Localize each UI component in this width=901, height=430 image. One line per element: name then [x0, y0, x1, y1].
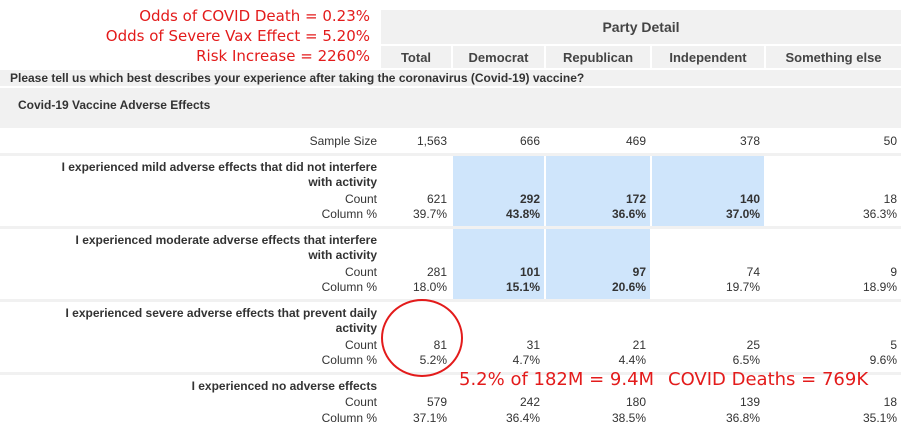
highlight-cell — [453, 156, 544, 226]
annotation-risk-increase: Risk Increase = 2260% — [196, 47, 370, 65]
row-none-pct-republican: 38.5% — [611, 411, 646, 425]
row-mild-pct-independent: 37.0% — [725, 207, 760, 221]
row-severe-count-label: Count — [344, 338, 377, 352]
row-severe-count-democrat: 31 — [526, 338, 540, 352]
row-none-pct-total: 37.1% — [412, 411, 447, 425]
sample-size-republican: 469 — [625, 134, 646, 148]
sample-size-independent: 378 — [739, 134, 760, 148]
row-mild-pct-something-else: 36.3% — [862, 207, 897, 221]
sample-size-total: 1,563 — [416, 134, 447, 148]
row-moderate-pct-something-else: 18.9% — [862, 280, 897, 294]
row-none-pct-label: Column % — [321, 411, 377, 425]
row-moderate-count-independent: 74 — [746, 265, 760, 279]
row-moderate-count-democrat: 101 — [519, 265, 540, 279]
question-text: Please tell us which best describes your… — [0, 70, 901, 86]
col-header-total: Total — [381, 46, 451, 68]
row-mild-pct-democrat: 43.8% — [505, 207, 540, 221]
sample-size-label: Sample Size — [309, 134, 377, 148]
annotation-odds-death: Odds of COVID Death = 0.23% — [139, 7, 370, 25]
highlight-cell — [453, 229, 544, 299]
row-severe-label-line1: I experienced severe adverse effects tha… — [65, 306, 378, 320]
row-moderate-pct-total: 18.0% — [412, 280, 447, 294]
row-severe-count-something-else: 5 — [890, 338, 897, 352]
row-mild-label-line2: with activity — [308, 175, 377, 189]
row-divider — [0, 372, 901, 375]
row-moderate-pct-democrat: 15.1% — [505, 280, 540, 294]
row-mild-pct-label: Column % — [321, 207, 377, 221]
row-none-pct-democrat: 36.4% — [505, 411, 540, 425]
row-severe-count-republican: 21 — [632, 338, 646, 352]
row-mild-pct-republican: 36.6% — [611, 207, 646, 221]
row-severe-pct-democrat: 4.7% — [512, 353, 540, 367]
row-severe-pct-republican: 4.4% — [618, 353, 646, 367]
row-mild-count-independent: 140 — [739, 192, 760, 206]
party-detail-header: Party Detail — [381, 10, 901, 44]
row-moderate-pct-republican: 20.6% — [611, 280, 646, 294]
row-moderate-count-total: 281 — [426, 265, 447, 279]
sample-size-something-else: 50 — [883, 134, 897, 148]
row-moderate-label: I experienced moderate adverse effects t… — [0, 233, 381, 263]
row-moderate-label-line2: with activity — [308, 248, 377, 262]
row-mild-count-label: Count — [344, 192, 377, 206]
annotation-odds-severe: Odds of Severe Vax Effect = 5.20% — [105, 27, 370, 45]
row-none-count-total: 579 — [426, 395, 447, 409]
row-severe-count-independent: 25 — [746, 338, 760, 352]
highlight-cell — [652, 156, 764, 226]
row-severe-pct-something-else: 9.6% — [869, 353, 897, 367]
col-header-independent: Independent — [652, 46, 764, 68]
row-severe-pct-label: Column % — [321, 353, 377, 367]
col-header-republican: Republican — [546, 46, 650, 68]
section-title: Covid-19 Vaccine Adverse Effects — [0, 88, 901, 128]
row-mild-count-republican: 172 — [625, 192, 646, 206]
row-severe-label: I experienced severe adverse effects tha… — [0, 306, 381, 336]
row-none-count-democrat: 242 — [519, 395, 540, 409]
col-header-something-else: Something else — [766, 46, 901, 68]
row-none-count-independent: 139 — [739, 395, 760, 409]
row-mild-label-line1: I experienced mild adverse effects that … — [61, 160, 377, 174]
row-none-count-label: Count — [344, 395, 377, 409]
row-mild-count-total: 621 — [426, 192, 447, 206]
row-mild-count-democrat: 292 — [519, 192, 540, 206]
col-header-democrat: Democrat — [453, 46, 544, 68]
row-mild-label: I experienced mild adverse effects that … — [0, 160, 381, 190]
row-none-count-something-else: 18 — [883, 395, 897, 409]
row-mild-count-something-else: 18 — [883, 192, 897, 206]
annotation-covid-deaths: COVID Deaths = 769K — [668, 369, 869, 390]
highlight-cell — [546, 156, 650, 226]
annotation-pop-calc: 5.2% of 182M = 9.4M — [459, 369, 655, 390]
row-none-count-republican: 180 — [625, 395, 646, 409]
row-moderate-count-label: Count — [344, 265, 377, 279]
row-moderate-pct-independent: 19.7% — [725, 280, 760, 294]
row-none-pct-something-else: 35.1% — [862, 411, 897, 425]
highlight-cell — [546, 229, 650, 299]
row-severe-pct-independent: 6.5% — [732, 353, 760, 367]
row-none-label: I experienced no adverse effects — [0, 379, 381, 394]
annotation-circle — [381, 299, 463, 377]
row-moderate-label-line1: I experienced moderate adverse effects t… — [75, 233, 377, 247]
row-divider — [0, 299, 901, 302]
sample-size-democrat: 666 — [519, 134, 540, 148]
row-mild-pct-total: 39.7% — [412, 207, 447, 221]
row-moderate-pct-label: Column % — [321, 280, 377, 294]
row-none-pct-independent: 36.8% — [725, 411, 760, 425]
row-moderate-count-something-else: 9 — [890, 265, 897, 279]
row-divider — [0, 153, 901, 156]
row-divider — [0, 226, 901, 229]
row-severe-label-line2: activity — [335, 321, 377, 335]
row-none-label-line1: I experienced no adverse effects — [191, 379, 377, 393]
row-moderate-count-republican: 97 — [632, 265, 646, 279]
